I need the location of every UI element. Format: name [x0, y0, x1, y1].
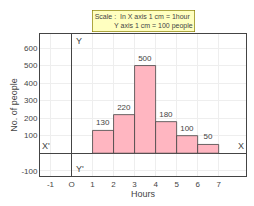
svg-text:500: 500 [24, 61, 38, 70]
svg-text:2: 2 [111, 180, 116, 189]
svg-text:220: 220 [117, 103, 131, 112]
svg-text:130: 130 [96, 118, 110, 127]
svg-text:Y': Y' [76, 164, 84, 174]
svg-text:1: 1 [90, 180, 95, 189]
svg-text:4: 4 [153, 180, 158, 189]
svg-text:100: 100 [180, 124, 194, 133]
svg-text:Scale : In X axis 1 cm = 1hou: Scale : In X axis 1 cm = 1hour Y axis 1 … [95, 13, 193, 30]
svg-text:200: 200 [24, 114, 38, 123]
svg-text:500: 500 [138, 54, 152, 63]
svg-text:No. of people: No. of people [9, 78, 19, 132]
svg-text:O: O [68, 180, 74, 189]
svg-text:6: 6 [195, 180, 200, 189]
svg-text:Hours: Hours [131, 189, 156, 199]
svg-text:3: 3 [132, 180, 137, 189]
svg-text:100: 100 [24, 131, 38, 140]
svg-text:180: 180 [159, 110, 173, 119]
svg-text:7: 7 [216, 180, 221, 189]
svg-text:5: 5 [174, 180, 179, 189]
svg-text:-100: -100 [21, 167, 38, 176]
svg-text:X: X [238, 141, 244, 151]
svg-text:-1: -1 [47, 180, 55, 189]
svg-text:600: 600 [24, 44, 38, 53]
svg-text:400: 400 [24, 79, 38, 88]
svg-text:50: 50 [203, 132, 212, 141]
svg-text:300: 300 [24, 96, 38, 105]
svg-text:X': X' [42, 141, 50, 151]
svg-text:Y: Y [76, 36, 82, 46]
